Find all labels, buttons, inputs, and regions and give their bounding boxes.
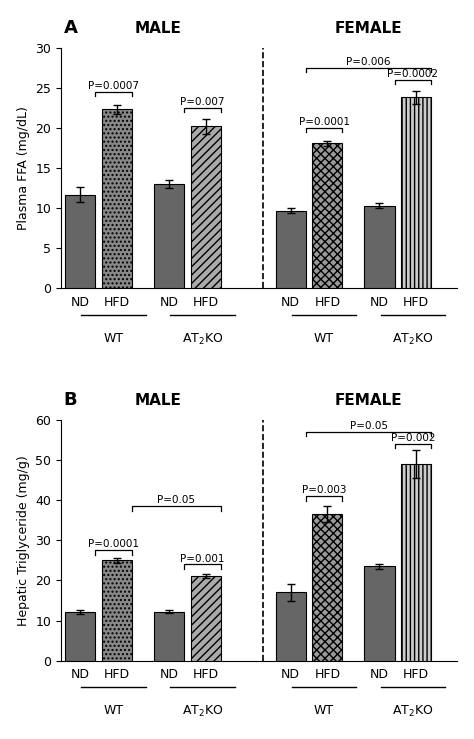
Bar <box>401 464 431 661</box>
Text: P=0.0001: P=0.0001 <box>299 117 350 127</box>
Bar <box>102 109 132 288</box>
Bar <box>365 205 394 288</box>
Y-axis label: Hepatic Triglyceride (mg/g): Hepatic Triglyceride (mg/g) <box>17 455 30 626</box>
Bar <box>275 211 306 288</box>
Bar <box>102 560 132 661</box>
Text: $\mathregular{AT_2KO}$: $\mathregular{AT_2KO}$ <box>182 332 223 347</box>
Text: P=0.0007: P=0.0007 <box>88 81 139 91</box>
Text: $\mathregular{AT_2KO}$: $\mathregular{AT_2KO}$ <box>392 704 434 719</box>
Bar <box>365 566 394 661</box>
Y-axis label: Plasma FFA (mg/dL): Plasma FFA (mg/dL) <box>17 106 30 230</box>
Text: P=0.0001: P=0.0001 <box>88 539 139 550</box>
Text: $\mathregular{AT_2KO}$: $\mathregular{AT_2KO}$ <box>392 332 434 347</box>
Bar <box>65 612 95 661</box>
Text: P=0.05: P=0.05 <box>157 495 195 505</box>
Bar <box>312 514 343 661</box>
Text: FEMALE: FEMALE <box>335 393 402 408</box>
Text: B: B <box>64 391 77 409</box>
Bar <box>191 126 221 288</box>
Text: WT: WT <box>314 332 334 344</box>
Text: FEMALE: FEMALE <box>335 21 402 35</box>
Bar <box>154 184 184 288</box>
Bar <box>275 593 306 661</box>
Text: P=0.0002: P=0.0002 <box>387 69 438 79</box>
Bar <box>191 576 221 661</box>
Text: WT: WT <box>103 704 124 717</box>
Bar <box>65 194 95 288</box>
Text: $\mathregular{AT_2KO}$: $\mathregular{AT_2KO}$ <box>182 704 223 719</box>
Text: P=0.002: P=0.002 <box>391 433 435 443</box>
Text: WT: WT <box>103 332 124 344</box>
Text: P=0.003: P=0.003 <box>302 486 346 495</box>
Text: WT: WT <box>314 704 334 717</box>
Text: P=0.007: P=0.007 <box>180 97 225 107</box>
Text: MALE: MALE <box>135 21 182 35</box>
Text: P=0.05: P=0.05 <box>349 421 388 431</box>
Bar <box>312 143 343 288</box>
Text: MALE: MALE <box>135 393 182 408</box>
Bar <box>154 612 184 661</box>
Text: P=0.001: P=0.001 <box>180 554 225 564</box>
Text: P=0.006: P=0.006 <box>346 57 391 67</box>
Bar <box>401 98 431 288</box>
Text: A: A <box>64 18 78 37</box>
